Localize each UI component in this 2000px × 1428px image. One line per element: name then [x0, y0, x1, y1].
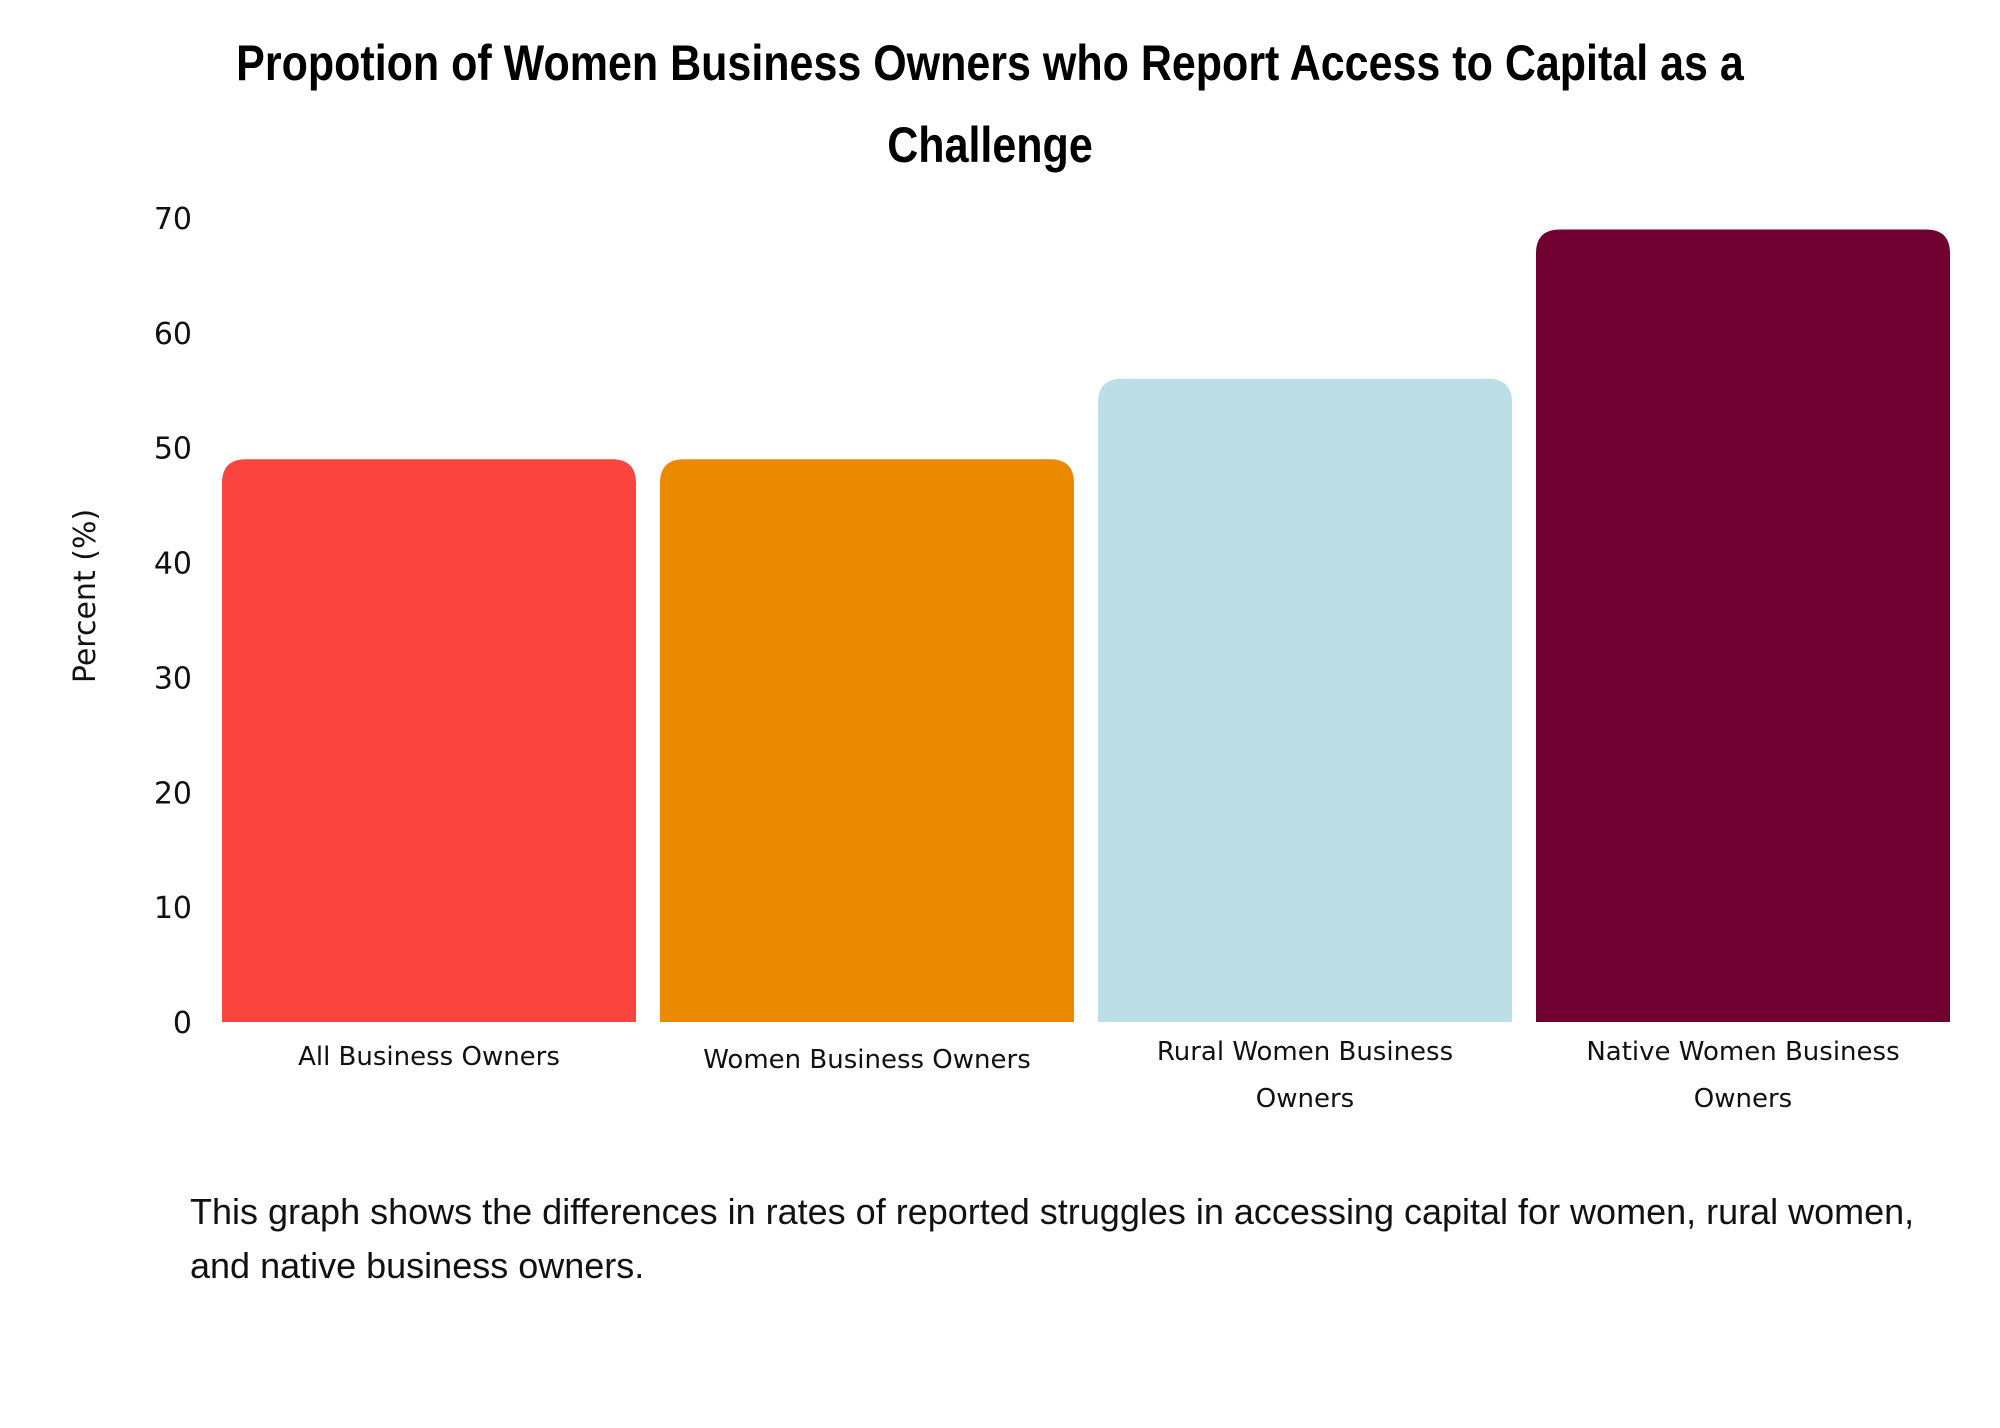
y-tick-label: 30 [154, 661, 192, 696]
bar [660, 459, 1074, 1022]
x-tick-label: All Business Owners [298, 1042, 560, 1072]
bar [222, 459, 636, 1022]
y-tick-label: 20 [154, 776, 192, 811]
y-tick-label: 0 [173, 1006, 192, 1041]
y-axis-label: Percent (%) [68, 509, 103, 683]
x-tick-label: Owners [1256, 1084, 1354, 1114]
chart-title: Propotion of Women Business Owners who R… [236, 35, 1744, 173]
bar [1536, 229, 1950, 1022]
bar [1098, 378, 1512, 1022]
x-tick-label: Owners [1694, 1084, 1792, 1114]
y-tick-label: 50 [154, 432, 192, 467]
y-tick-label: 60 [154, 317, 192, 352]
x-tick-label: Native Women Business [1586, 1037, 1899, 1067]
y-tick-label: 40 [154, 547, 192, 582]
x-tick-label: Rural Women Business [1157, 1037, 1453, 1067]
chart-caption: This graph shows the differences in rate… [190, 1191, 1915, 1286]
y-tick-label: 10 [154, 891, 192, 926]
x-tick-label: Women Business Owners [703, 1045, 1031, 1075]
y-tick-label: 70 [154, 202, 192, 237]
